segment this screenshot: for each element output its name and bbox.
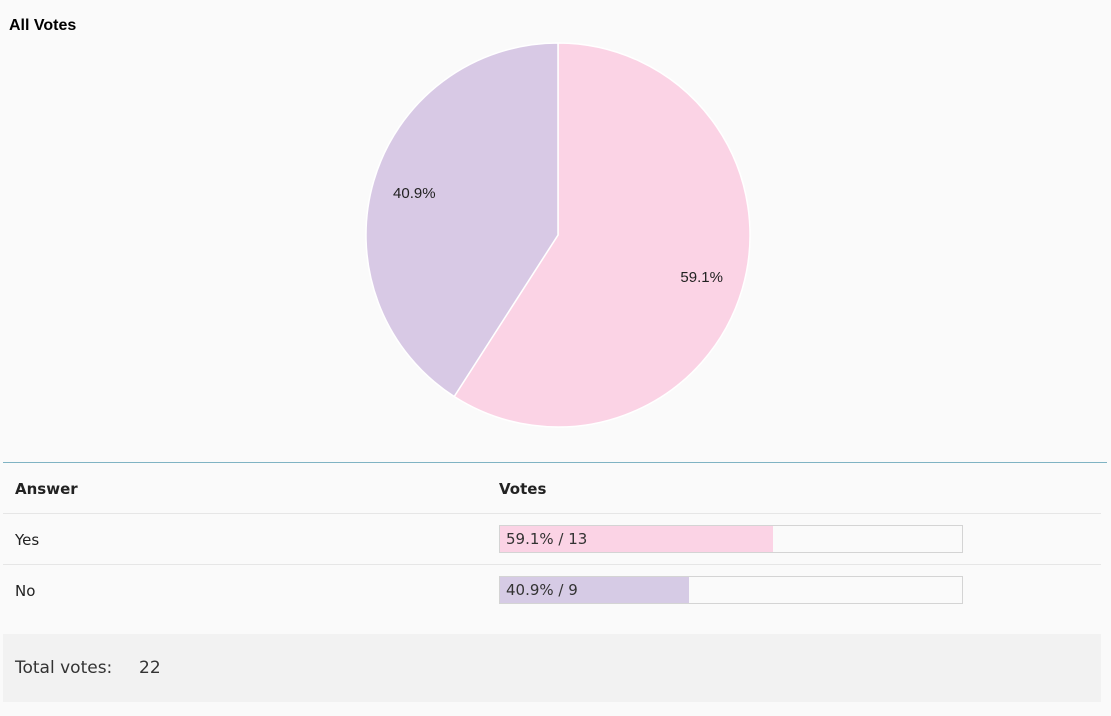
table-row: Yes 59.1% / 13 [3, 514, 1101, 565]
results-table: Answer Votes Yes 59.1% / 13 No 40.9% / 9 [3, 463, 1101, 615]
pie-chart: 59.1% 40.9% [365, 42, 751, 428]
total-votes-panel: Total votes: 22 [3, 634, 1101, 702]
table-header-row: Answer Votes [3, 463, 1101, 514]
pie-label-no: 40.9% [393, 185, 436, 202]
divider [3, 462, 1107, 463]
vote-bar-fill [500, 577, 689, 603]
vote-bar-text: 40.9% / 9 [506, 581, 578, 599]
pie-slice-no [365, 42, 559, 398]
pie-label-yes: 59.1% [680, 269, 723, 286]
vote-bar: 40.9% / 9 [499, 576, 963, 604]
answer-column-header: Answer [15, 480, 78, 498]
pie-slice-yes [453, 42, 751, 428]
vote-bar: 59.1% / 13 [499, 525, 963, 553]
table-row: No 40.9% / 9 [3, 565, 1101, 615]
answer-label: No [15, 582, 36, 600]
total-votes-value: 22 [139, 658, 161, 678]
total-votes-label: Total votes: [15, 658, 113, 678]
votes-column-header: Votes [499, 480, 547, 498]
vote-bar-text: 59.1% / 13 [506, 530, 588, 548]
chart-title: All Votes [9, 17, 77, 34]
answer-label: Yes [15, 531, 40, 549]
vote-bar-fill [500, 526, 774, 552]
